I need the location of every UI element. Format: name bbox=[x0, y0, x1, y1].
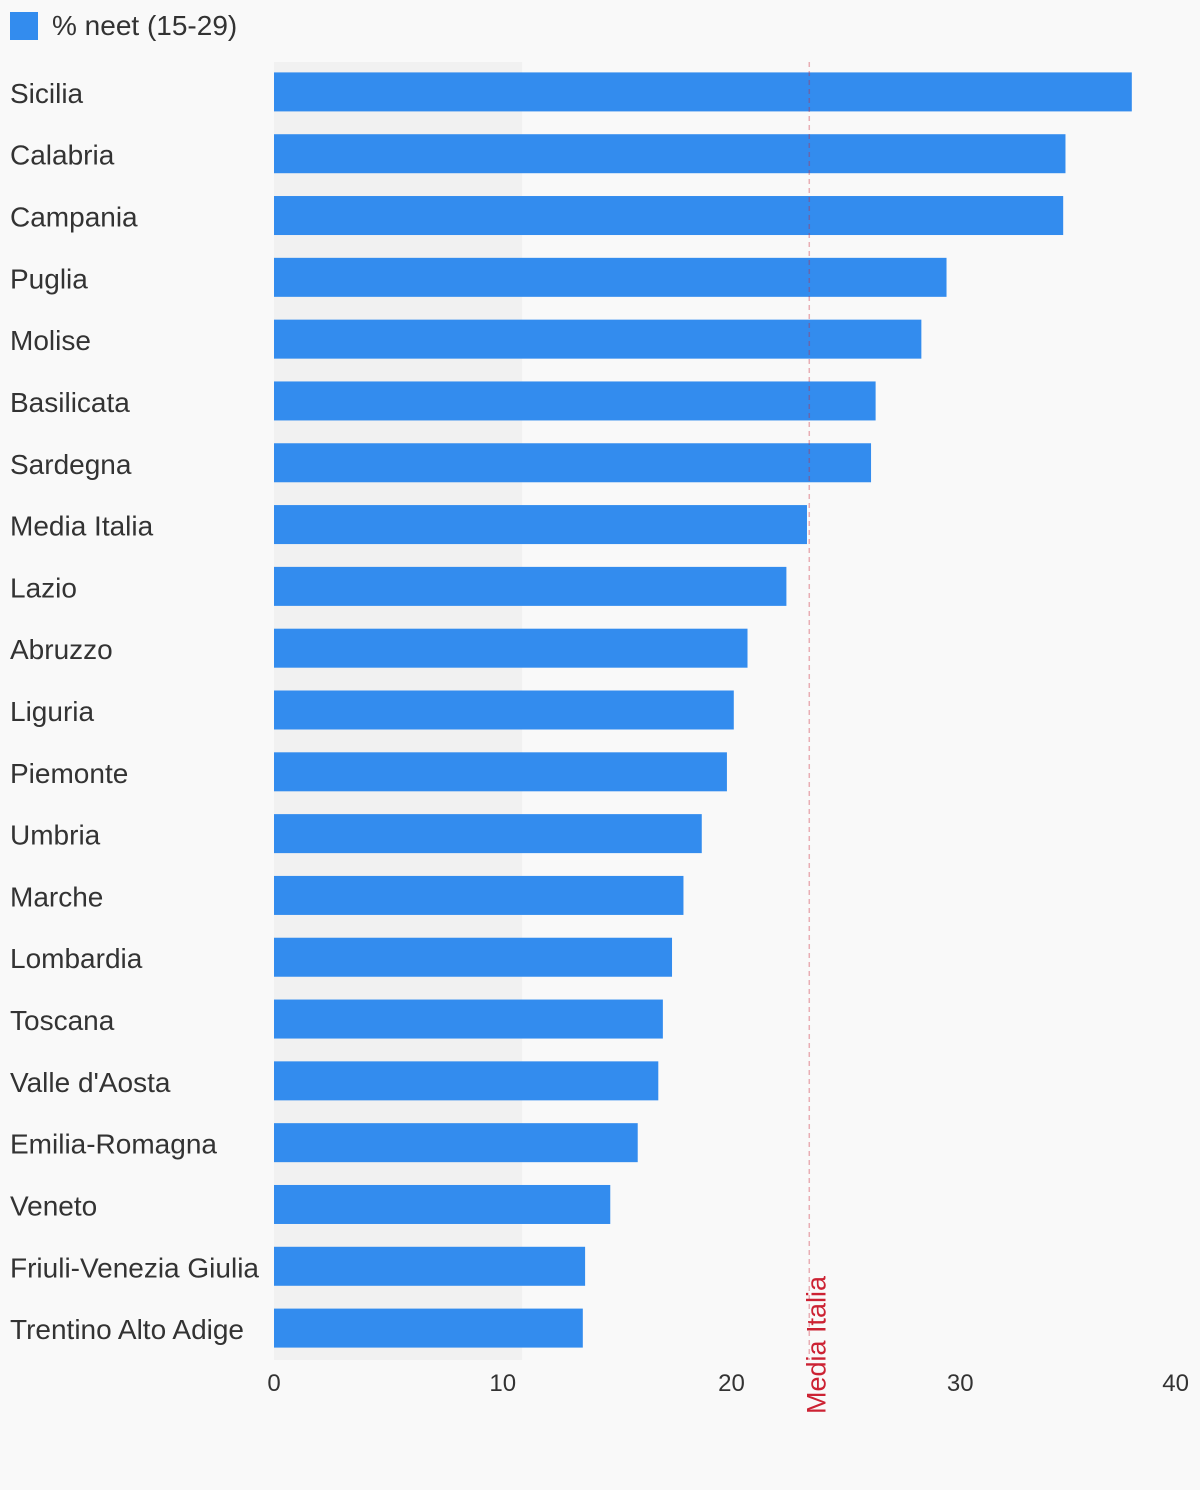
category-label: Sardegna bbox=[10, 449, 132, 480]
chart-legend: % neet (15-29) bbox=[10, 9, 237, 43]
category-label: Basilicata bbox=[10, 387, 130, 418]
bar bbox=[274, 1123, 638, 1163]
category-label: Liguria bbox=[10, 696, 94, 727]
category-label: Molise bbox=[10, 325, 91, 356]
legend-swatch bbox=[10, 12, 38, 40]
category-label: Campania bbox=[10, 202, 138, 233]
category-label: Media Italia bbox=[10, 511, 154, 542]
category-label: Piemonte bbox=[10, 758, 128, 789]
bar bbox=[274, 134, 1066, 174]
bar bbox=[274, 999, 663, 1039]
bar bbox=[274, 381, 876, 421]
category-label: Abruzzo bbox=[10, 634, 113, 665]
category-label: Friuli-Venezia Giulia bbox=[10, 1252, 259, 1283]
legend-label: % neet (15-29) bbox=[52, 10, 238, 41]
bar bbox=[274, 72, 1132, 112]
category-label: Valle d'Aosta bbox=[10, 1067, 171, 1098]
bar bbox=[274, 1308, 583, 1348]
category-label: Trentino Alto Adige bbox=[10, 1314, 244, 1345]
bar bbox=[274, 1184, 611, 1224]
x-tick-label: 30 bbox=[947, 1370, 974, 1397]
reference-line-label: Media Italia bbox=[801, 1275, 831, 1414]
bar bbox=[274, 1061, 659, 1101]
category-label: Veneto bbox=[10, 1190, 97, 1221]
category-label: Puglia bbox=[10, 263, 88, 294]
category-label: Emilia-Romagna bbox=[10, 1129, 217, 1160]
bar bbox=[274, 690, 734, 730]
bar bbox=[274, 875, 684, 915]
bar bbox=[274, 257, 947, 297]
bar bbox=[274, 752, 727, 792]
bar bbox=[274, 1246, 586, 1286]
category-label: Toscana bbox=[10, 1005, 115, 1036]
x-tick-label: 20 bbox=[718, 1370, 745, 1397]
x-tick-label: 0 bbox=[267, 1370, 280, 1397]
bar bbox=[274, 505, 807, 545]
bar bbox=[274, 443, 872, 483]
category-label: Lombardia bbox=[10, 943, 143, 974]
category-label: Sicilia bbox=[10, 78, 84, 109]
category-label: Marche bbox=[10, 881, 103, 912]
category-label: Umbria bbox=[10, 820, 101, 851]
x-tick-label: 10 bbox=[489, 1370, 516, 1397]
bar bbox=[274, 628, 748, 668]
category-label: Lazio bbox=[10, 572, 77, 603]
x-tick-label: 40 bbox=[1162, 1370, 1189, 1397]
category-label: Calabria bbox=[10, 140, 115, 171]
bar bbox=[274, 319, 922, 359]
bar bbox=[274, 196, 1064, 236]
bar bbox=[274, 937, 673, 977]
bar bbox=[274, 814, 702, 854]
bar bbox=[274, 566, 787, 606]
